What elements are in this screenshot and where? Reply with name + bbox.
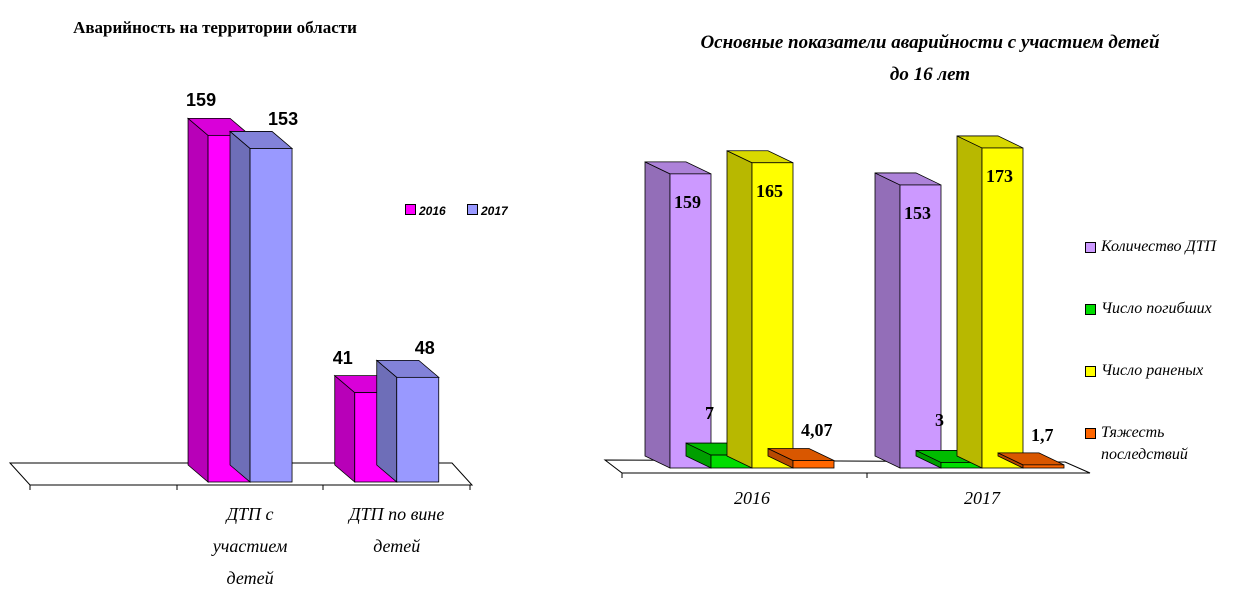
chart-title: Основные показатели аварийности с участи… xyxy=(700,32,1160,85)
legend-swatch xyxy=(405,204,416,215)
legend-item: 2017 xyxy=(467,204,508,218)
legend-swatch xyxy=(1085,304,1096,315)
bar xyxy=(751,162,794,469)
bar xyxy=(981,147,1024,469)
data-label: 7 xyxy=(705,403,714,424)
legend-label: Число раненых xyxy=(1101,362,1204,379)
data-label: 159 xyxy=(186,90,217,111)
data-label: 159 xyxy=(674,191,701,212)
x-tick-label: ДТП с участием детей xyxy=(212,504,288,588)
bar-side xyxy=(644,161,671,469)
bar-side xyxy=(726,150,753,469)
data-label: 165 xyxy=(756,180,783,201)
legend-swatch xyxy=(1085,242,1096,253)
data-label: 1,7 xyxy=(1031,424,1054,445)
legend-label: Тяжесть последствий xyxy=(1101,424,1188,463)
data-label: 48 xyxy=(414,338,435,359)
legend-swatch xyxy=(467,204,478,215)
floor xyxy=(8,462,474,486)
bar-side xyxy=(187,117,209,483)
legend-item: Число погибших xyxy=(1085,298,1251,320)
x-tick-label: ДТП по вине детей xyxy=(349,504,445,556)
bar xyxy=(396,376,440,483)
legend-item: Число раненых xyxy=(1085,360,1251,382)
data-label: 41 xyxy=(332,347,353,368)
bar xyxy=(1022,464,1065,469)
legend-label: Число погибших xyxy=(1101,300,1212,317)
data-label: 153 xyxy=(904,202,931,223)
x-tick-label: 2017 xyxy=(964,488,1000,508)
legend-label: 2017 xyxy=(481,204,508,218)
chart-title: Аварийность на территории области xyxy=(73,18,357,37)
bar xyxy=(669,173,712,469)
bar-side xyxy=(229,130,251,483)
legend-item: Тяжесть последствий xyxy=(1085,422,1251,466)
bar xyxy=(899,184,942,469)
legend-item: Количество ДТП xyxy=(1085,236,1251,258)
legend-label: Количество ДТП xyxy=(1101,238,1217,255)
legend-swatch xyxy=(1085,366,1096,377)
legend-label: 2016 xyxy=(419,204,446,218)
data-label: 153 xyxy=(268,109,299,130)
data-label: 173 xyxy=(986,165,1013,186)
legend-swatch xyxy=(1085,428,1096,439)
legend-item: 2016 xyxy=(405,204,446,218)
x-tick-label: 2016 xyxy=(734,488,770,508)
bar xyxy=(249,148,293,483)
data-label: 3 xyxy=(935,410,944,431)
bar-side xyxy=(874,172,901,469)
bar xyxy=(792,460,835,469)
bar-side xyxy=(956,135,983,469)
data-label: 4,07 xyxy=(801,420,833,441)
bar-side xyxy=(334,374,356,483)
bar-side xyxy=(376,359,398,483)
